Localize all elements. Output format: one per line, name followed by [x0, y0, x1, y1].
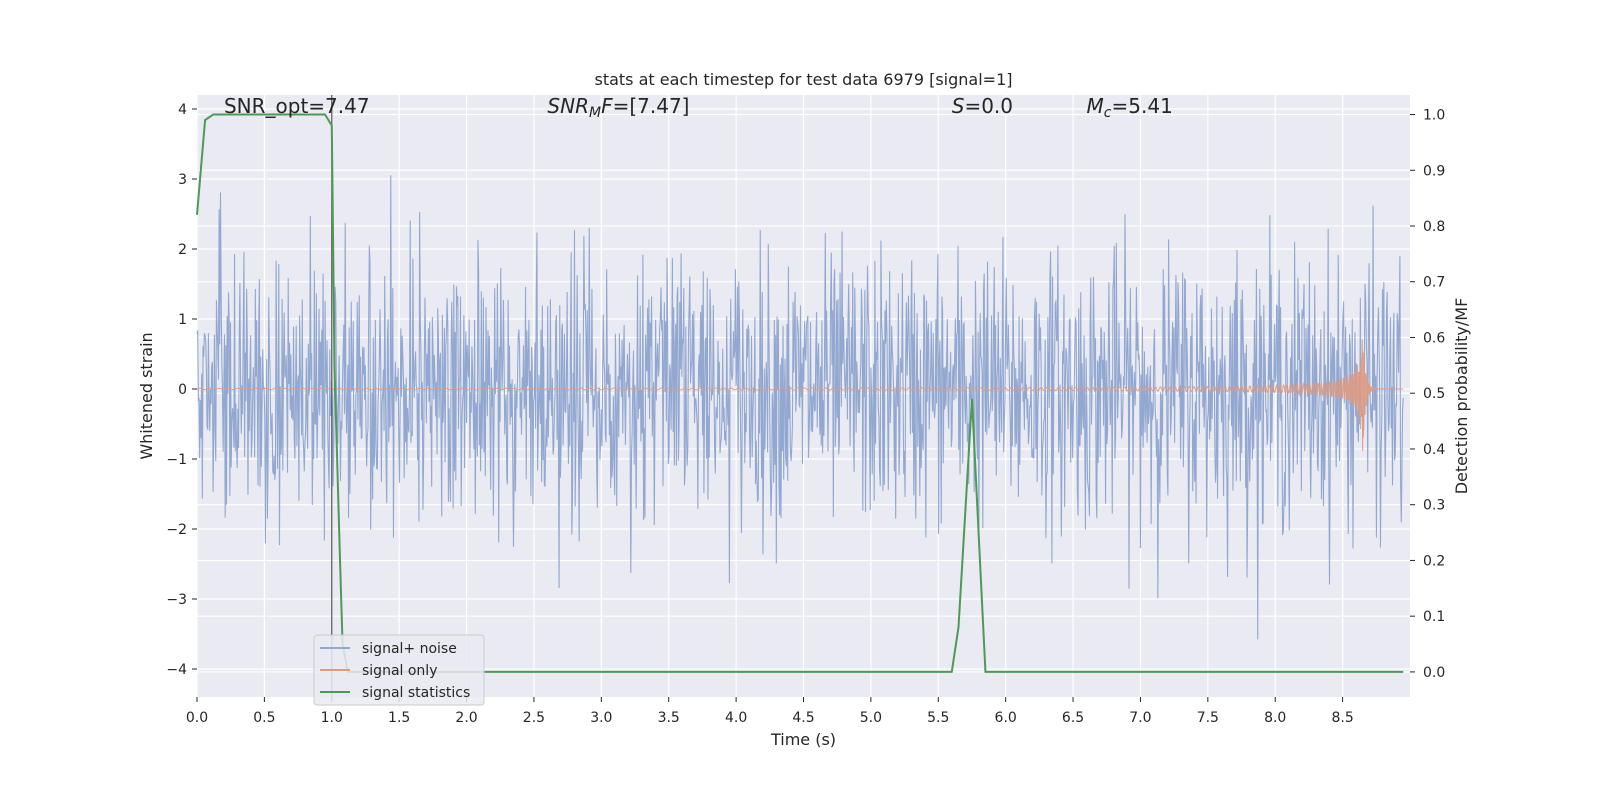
x-tick-label: 5.5: [927, 710, 949, 726]
x-axis-label: Time (s): [770, 730, 836, 749]
y-left-tick-label: −1: [166, 452, 187, 468]
series-signal-only: [196, 339, 1404, 452]
y-right-tick-label: 0.3: [1423, 498, 1445, 514]
annotations: SNR_opt=7.47 SNRMF=[7.47] S=0.0 Mc=5.41: [224, 94, 1173, 121]
y-left-tick-label: 3: [178, 172, 187, 188]
noise-line: [196, 175, 1404, 640]
x-tick-label: 5.0: [860, 710, 882, 726]
x-tick-label: 3.5: [658, 710, 680, 726]
y-left-tick-label: 2: [178, 242, 187, 258]
x-tick-label: 4.0: [725, 710, 747, 726]
x-tick-label: 4.5: [792, 710, 814, 726]
y-right-tick-label: 0.2: [1423, 553, 1445, 569]
legend-box: [313, 634, 485, 706]
x-tick-label: 7.0: [1129, 710, 1151, 726]
y-left-tick-label: 0: [178, 382, 187, 398]
x-tick-label: 6.5: [1062, 710, 1084, 726]
x-tick-label: 0.0: [186, 710, 208, 726]
signal-only-line: [196, 339, 1404, 452]
y-right-tick-label: 0.1: [1423, 609, 1445, 625]
x-tick-label: 1.5: [388, 710, 410, 726]
x-tick-label: 8.0: [1264, 710, 1286, 726]
x-tick-label: 8.5: [1331, 710, 1353, 726]
x-tick-label: 2.5: [523, 710, 545, 726]
x-tick-label: 3.0: [590, 710, 612, 726]
annotation-s-stat: S=0.0: [952, 94, 1013, 118]
y-left-tick-label: −4: [166, 662, 187, 678]
y-axis-label-left: Whitened strain: [137, 332, 156, 459]
annotation-snr-mf: SNRMF=[7.47]: [547, 94, 689, 121]
y-left-tick-label: −2: [166, 522, 187, 538]
y-right-tick-label: 0.8: [1423, 219, 1445, 235]
x-tick-label: 6.0: [995, 710, 1017, 726]
y-right-tick-label: 0.5: [1423, 386, 1445, 402]
chart-title: stats at each timestep for test data 697…: [594, 70, 1012, 89]
y-right-tick-label: 0.4: [1423, 442, 1445, 458]
y-right-tick-label: 0.0: [1423, 665, 1445, 681]
x-tick-label: 2.0: [455, 710, 477, 726]
y-axis-label-right: Detection probability/MF: [1452, 298, 1471, 495]
y-right-tick-label: 0.9: [1423, 163, 1445, 179]
axes: 0.0 0.5 1.0 1.5 2.0 2.5 3.0 3.5 4.0 4.5 5.0 5.5 6.0 6…: [166, 102, 1445, 726]
y-left-tick-label: −3: [166, 592, 187, 608]
legend-label: signal only: [362, 663, 437, 679]
y-left-tick-label: 4: [178, 102, 187, 118]
y-right-tick-label: 1.0: [1423, 108, 1445, 124]
y-right-tick-label: 0.6: [1423, 330, 1445, 346]
y-left-tick-label: 1: [178, 312, 187, 328]
y-right-tick-label: 0.7: [1423, 275, 1445, 291]
legend-label: signal statistics: [362, 685, 470, 701]
legend-label: signal+ noise: [362, 641, 457, 657]
x-tick-label: 1.0: [321, 710, 343, 726]
annotation-snr-opt: SNR_opt=7.47: [224, 94, 370, 118]
x-tick-label: 7.5: [1197, 710, 1219, 726]
x-tick-label: 0.5: [253, 710, 275, 726]
series-signal-noise: [196, 175, 1404, 640]
annotation-mc: Mc=5.41: [1087, 94, 1173, 121]
legend: signal+ noise signal only signal statistic…: [313, 634, 485, 706]
